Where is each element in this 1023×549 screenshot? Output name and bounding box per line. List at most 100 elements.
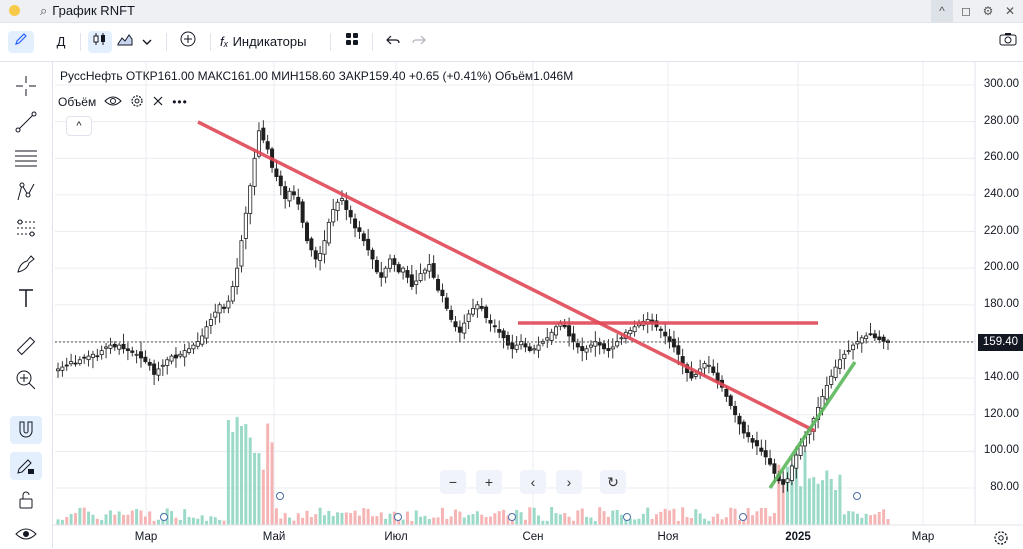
settings-button[interactable]: ⚙ — [982, 4, 994, 18]
redo-icon[interactable] — [408, 31, 430, 53]
candle-body — [418, 273, 423, 282]
volume-bar — [322, 515, 326, 525]
volume-bar — [764, 507, 768, 525]
volume-bar — [519, 512, 523, 525]
eye-icon[interactable] — [104, 95, 122, 110]
volume-bar — [87, 511, 91, 525]
candle-body — [545, 337, 550, 341]
eye-icon[interactable] — [10, 520, 42, 548]
area-chart-icon[interactable] — [114, 31, 136, 53]
candle-body — [868, 333, 873, 336]
low-label: МИН — [271, 69, 299, 83]
symbol-name[interactable]: РуссНефть — [60, 69, 123, 83]
pattern-icon[interactable] — [10, 178, 42, 206]
trendline-icon[interactable] — [10, 108, 42, 136]
candle-body — [208, 319, 213, 326]
magnet-icon[interactable] — [10, 416, 42, 444]
volume-bar — [812, 477, 816, 525]
close-value: 159.40 — [368, 69, 406, 83]
text-icon[interactable] — [10, 284, 42, 312]
gear-icon[interactable] — [130, 94, 144, 111]
volume-bar — [305, 510, 309, 525]
timeframe-button[interactable]: Д — [56, 34, 66, 49]
candle-body — [588, 344, 593, 348]
app-status-dot — [9, 5, 20, 16]
candle-body — [313, 250, 318, 260]
volume-bar — [772, 513, 776, 525]
camera-icon[interactable] — [996, 31, 1020, 53]
candle-body — [178, 353, 183, 357]
symbol-search[interactable]: ⌕ График RNFT — [40, 3, 135, 19]
candle-body — [532, 348, 537, 351]
candle-body — [256, 130, 261, 157]
volume-bar — [554, 513, 558, 525]
lock-icon[interactable] — [10, 486, 42, 514]
volume-bar — [205, 520, 209, 525]
scroll-right-button[interactable]: › — [556, 470, 582, 494]
candle-body — [344, 200, 349, 210]
volume-bar — [829, 478, 833, 525]
volume-bar — [301, 517, 305, 525]
volume-bar — [65, 517, 69, 525]
more-icon[interactable]: ••• — [172, 95, 188, 109]
event-marker — [276, 492, 284, 500]
collapse-legend-button[interactable]: ^ — [66, 116, 92, 136]
volume-bar — [187, 517, 191, 525]
lock-pencil-icon[interactable] — [10, 452, 42, 480]
volume-bar — [213, 517, 217, 525]
volume-bar — [742, 519, 746, 525]
volume-bar — [471, 514, 475, 525]
zoom-in-icon[interactable] — [10, 366, 42, 394]
close-button[interactable]: ✕ — [1004, 4, 1016, 18]
volume-bar — [611, 510, 615, 525]
candle-body — [427, 264, 432, 272]
volume-bar — [384, 518, 388, 525]
zoom-out-button[interactable]: − — [440, 470, 466, 494]
price-tick-label: 80.00 — [990, 481, 1019, 493]
price-tick-label: 260.00 — [983, 151, 1019, 164]
volume-bar — [672, 508, 676, 525]
collapse-button[interactable]: ^ — [931, 0, 953, 22]
indicators-button[interactable]: fₓ Индикаторы — [220, 31, 320, 53]
high-label: МАКС — [197, 69, 232, 83]
event-marker — [853, 492, 861, 500]
event-marker — [160, 513, 168, 521]
candles-icon[interactable] — [88, 31, 112, 53]
candle-body — [366, 238, 371, 251]
volume-bar — [633, 519, 637, 525]
grid-icon[interactable] — [340, 31, 364, 53]
candle-body — [851, 344, 856, 351]
candle-body — [326, 221, 331, 244]
pencil-icon[interactable] — [8, 31, 34, 53]
volume-bar — [196, 518, 200, 525]
undo-icon[interactable] — [382, 31, 404, 53]
candle-body — [798, 445, 803, 456]
volume-bar — [707, 520, 711, 525]
candle-body — [248, 185, 253, 214]
crosshair-icon[interactable] — [10, 72, 42, 100]
brush-icon[interactable] — [10, 250, 42, 278]
projection-icon[interactable] — [10, 214, 42, 242]
maximize-button[interactable]: ◻ — [961, 4, 971, 18]
candle-body — [466, 313, 471, 322]
volume-bar — [842, 514, 846, 525]
zoom-in-button[interactable]: + — [476, 470, 502, 494]
close-icon[interactable] — [152, 95, 164, 110]
plus-circle-icon[interactable] — [176, 31, 200, 53]
candle-body — [768, 458, 773, 465]
candle-body — [221, 306, 226, 309]
volume-bar — [877, 511, 881, 525]
reset-chart-button[interactable]: ↻ — [600, 470, 626, 494]
scroll-left-button[interactable]: ‹ — [520, 470, 546, 494]
volume-indicator-legend[interactable]: Объём ••• — [58, 91, 188, 113]
ruler-icon[interactable] — [10, 332, 42, 360]
volume-bar — [401, 519, 405, 525]
candle-body — [169, 355, 174, 362]
volume-bar — [231, 432, 235, 525]
chart-settings-icon[interactable] — [993, 530, 1009, 549]
candle-body — [554, 326, 559, 336]
fib-icon[interactable] — [10, 144, 42, 172]
candle-body — [283, 186, 288, 199]
chevron-down-icon[interactable] — [138, 31, 156, 53]
